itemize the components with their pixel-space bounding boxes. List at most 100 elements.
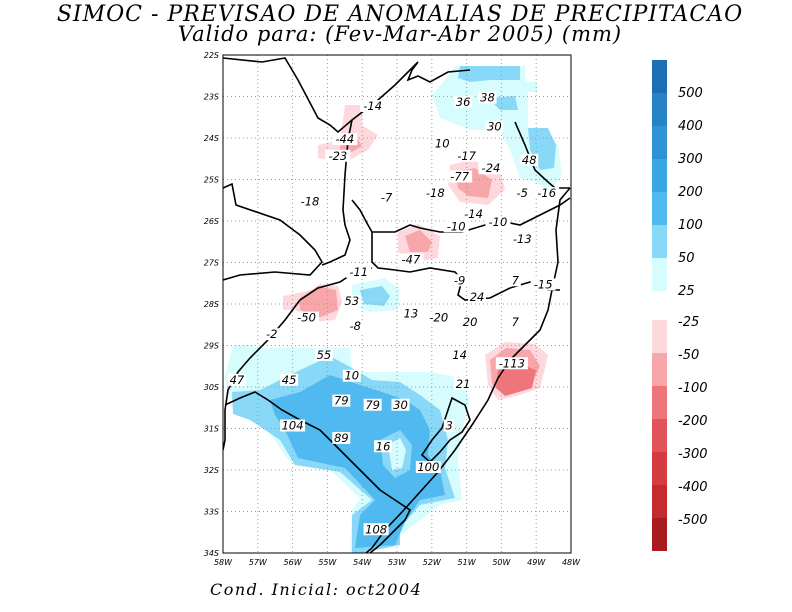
anomaly-label-background <box>363 398 382 411</box>
lagoa-dos-patos <box>420 396 471 464</box>
anomaly-value-label: 53 <box>344 294 359 308</box>
lon-tick-label: 50W <box>492 558 511 567</box>
anomaly-value-label: -7 <box>381 190 393 204</box>
anomaly-value-label: 13 <box>404 306 419 320</box>
colorbar-label: 400 <box>678 119 703 134</box>
anomaly-label-background <box>294 311 320 324</box>
anomaly-value-label: -13 <box>513 232 532 246</box>
anomaly-value-label: 38 <box>480 91 495 105</box>
anomaly-value-label: -18 <box>301 194 320 208</box>
anomaly-label-background <box>297 195 323 208</box>
anomaly-value-label: -8 <box>350 319 361 333</box>
lon-tick-label: 54W <box>353 558 372 567</box>
anomaly-label-background <box>391 398 410 411</box>
lon-tick-label: 57W <box>249 558 268 567</box>
anomaly-label-background <box>461 315 480 328</box>
anomaly-value-label: -20 <box>429 311 448 325</box>
colorbar-label: 200 <box>678 185 703 200</box>
colorbar-segment <box>652 320 667 353</box>
colorbar-label: -200 <box>678 414 708 429</box>
anomaly-label-background <box>485 216 511 229</box>
state-border-ms-pr <box>223 57 471 134</box>
anomaly-label-background <box>478 91 497 104</box>
colorbar-segment <box>652 386 667 419</box>
colorbar-label: -100 <box>678 381 708 396</box>
anomaly-value-label: 10 <box>344 369 359 383</box>
anomaly-label-background <box>332 394 351 407</box>
anomaly-value-label: 48 <box>522 153 537 167</box>
colorbar-segment <box>652 93 667 126</box>
uruguay-border <box>224 391 412 553</box>
anomaly-value-label: -2 <box>266 327 277 341</box>
anomaly-label-background <box>401 307 420 320</box>
anomaly-value-label: 108 <box>365 522 387 536</box>
anomaly-label-background <box>377 191 396 204</box>
anomaly-label-background <box>433 137 452 150</box>
anomaly-value-label: -10 <box>447 219 466 233</box>
anomaly-label-background <box>443 220 469 233</box>
anomaly-shading <box>225 66 562 553</box>
colorbar-segment <box>652 159 667 192</box>
anomaly-value-label: 10 <box>435 136 450 150</box>
anomaly-label-background <box>530 278 556 291</box>
lon-tick-label: 56W <box>284 558 303 567</box>
anomaly-value-label: 79 <box>365 398 380 412</box>
lat-tick-label: 31S <box>204 425 219 434</box>
colorbar-segment <box>652 225 667 258</box>
anomaly-label-background <box>513 187 532 200</box>
lat-tick-label: 23S <box>204 93 219 102</box>
colorbar-segment <box>652 452 667 485</box>
positive-anomaly-area-north-core <box>458 66 556 170</box>
longitude-axis: 58W 57W 56W 55W 54W 53W 52W 51W 50W 49W 48W <box>214 558 581 567</box>
anomaly-label-background <box>443 419 455 432</box>
colorbar-label: 300 <box>678 152 703 167</box>
anomaly-value-label: 7 <box>512 315 520 329</box>
lon-tick-label: 51W <box>458 558 477 567</box>
colorbar-negative: -25 -50 -100 -200 -300 -400 -500 <box>652 315 708 551</box>
lon-tick-label: 55W <box>318 558 337 567</box>
anomaly-value-label: 104 <box>282 419 304 433</box>
anomaly-label-background <box>509 232 535 245</box>
anomaly-value-label: 55 <box>317 348 332 362</box>
negative-anomaly-area-center-core <box>405 230 432 252</box>
anomaly-value-label: 89 <box>334 431 349 445</box>
anomaly-label-background <box>346 265 372 278</box>
anomaly-value-label: -23 <box>328 149 347 163</box>
anomaly-label-background <box>332 133 358 146</box>
colorbar-segment <box>652 258 667 291</box>
lat-tick-label: 34S <box>204 549 219 558</box>
anomaly-value-label: 14 <box>452 348 467 362</box>
anomaly-label-background <box>374 440 393 453</box>
colorbar-segment <box>652 518 667 551</box>
anomaly-label-background <box>495 357 528 370</box>
lat-tick-label: 22S <box>204 51 219 60</box>
anomaly-value-label: -113 <box>499 356 525 370</box>
colorbar-label: 100 <box>678 218 703 233</box>
colorbar-label: -25 <box>678 315 699 330</box>
anomaly-value-label: 16 <box>376 439 391 453</box>
anomaly-label-background <box>422 187 448 200</box>
anomaly-value-label: 24 <box>470 290 485 304</box>
pr-coast <box>514 121 570 189</box>
iguacu-border <box>351 197 571 233</box>
colorbar-positive: 25 50 100 200 300 400 500 <box>652 60 703 299</box>
anomaly-value-label: 3 <box>446 419 453 433</box>
anomaly-value-label: -17 <box>457 149 476 163</box>
lat-tick-label: 24S <box>204 134 219 143</box>
colorbar-label: -50 <box>678 348 699 363</box>
anomaly-value-label: -77 <box>450 170 469 184</box>
anomaly-value-label: -16 <box>537 186 556 200</box>
anomaly-value-label: -5 <box>517 186 528 200</box>
anomaly-value-label: -47 <box>402 253 421 267</box>
lat-tick-label: 25S <box>204 176 219 185</box>
initial-condition-footer: Cond. Inicial: oct2004 <box>210 580 423 599</box>
colorbar-segment <box>652 192 667 225</box>
anomaly-label-background <box>478 162 504 175</box>
anomaly-value-label: -10 <box>489 215 508 229</box>
anomaly-label-background <box>461 207 487 220</box>
anomaly-value-label: 21 <box>456 377 471 391</box>
anomaly-label-background <box>534 187 560 200</box>
anomaly-value-label: 47 <box>230 373 245 387</box>
